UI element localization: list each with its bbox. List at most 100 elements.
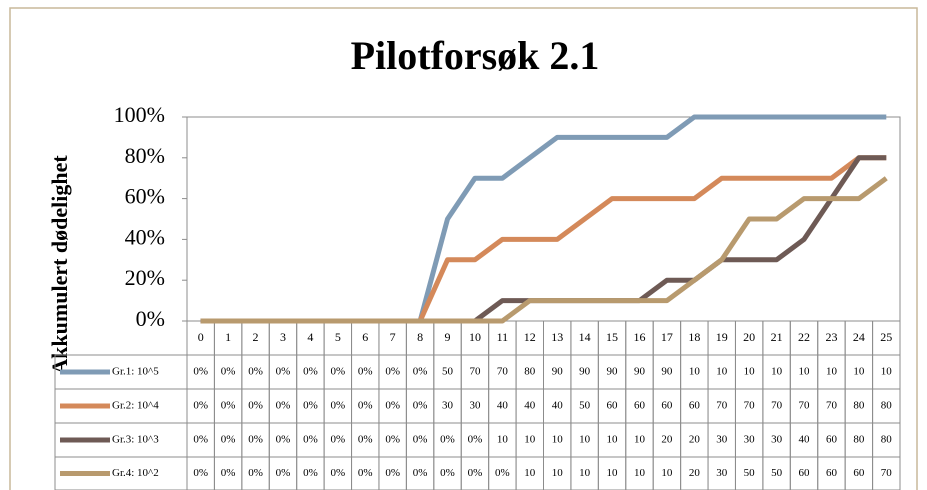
table-value: 0% (413, 434, 428, 446)
table-value: 30 (744, 434, 756, 446)
table-value: 70 (799, 400, 811, 412)
table-value: 0% (276, 400, 291, 412)
table-value: 0% (248, 467, 263, 479)
table-value: 0% (330, 467, 345, 479)
table-value: 0% (303, 467, 318, 479)
table-value: 0% (221, 366, 236, 378)
table-value: 20 (689, 467, 701, 479)
x-tick-label: 11 (497, 330, 509, 344)
table-value: 0% (221, 400, 236, 412)
x-tick-label: 25 (880, 330, 892, 344)
table-value: 80 (853, 434, 865, 446)
chart-title: Pilotforsøk 2.1 (351, 33, 600, 78)
x-tick-label: 15 (606, 330, 618, 344)
table-value: 0% (221, 467, 236, 479)
legend-label: Gr.3: 10^3 (112, 434, 159, 446)
table-value: 10 (607, 434, 619, 446)
series-line (200, 176, 888, 324)
table-value: 60 (689, 400, 701, 412)
x-tick-label: 4 (307, 330, 313, 344)
table-value: 0% (193, 366, 208, 378)
table-value: 10 (634, 467, 646, 479)
table-value: 80 (881, 434, 893, 446)
table-value: 10 (552, 434, 564, 446)
legend-label: Gr.2: 10^4 (112, 400, 159, 412)
table-value: 10 (799, 366, 811, 378)
table-value: 60 (607, 400, 619, 412)
x-tick-label: 1 (225, 330, 231, 344)
table-value: 0% (248, 434, 263, 446)
table-value: 0% (330, 434, 345, 446)
table-value: 60 (853, 467, 865, 479)
table-value: 70 (771, 400, 783, 412)
table-value: 20 (689, 434, 701, 446)
table-value: 0% (193, 434, 208, 446)
x-tick-label: 5 (335, 330, 341, 344)
table-value: 10 (689, 366, 701, 378)
x-tick-label: 18 (688, 330, 700, 344)
table-value: 40 (497, 400, 509, 412)
table-value: 0% (303, 400, 318, 412)
table-value: 80 (524, 366, 536, 378)
table-value: 80 (881, 400, 893, 412)
table-value: 0% (385, 434, 400, 446)
y-axis-label: Akkumulert dødelighet (47, 155, 72, 375)
x-tick-label: 0 (198, 330, 204, 344)
table-value: 0% (358, 366, 373, 378)
x-tick-label: 14 (579, 330, 591, 344)
x-tick-label: 20 (743, 330, 755, 344)
x-tick-label: 22 (798, 330, 810, 344)
chart-frame (9, 7, 918, 490)
table-value: 0% (358, 400, 373, 412)
x-tick-label: 19 (716, 330, 728, 344)
table-value: 50 (442, 366, 454, 378)
table-value: 0% (413, 366, 428, 378)
x-tick-label: 7 (390, 330, 396, 344)
table-value: 0% (358, 434, 373, 446)
table-value: 0% (385, 400, 400, 412)
table-value: 10 (634, 434, 646, 446)
table-value: 0% (468, 467, 483, 479)
table-value: 10 (524, 434, 536, 446)
table-value: 90 (661, 366, 673, 378)
table-value: 0% (440, 434, 455, 446)
table-value: 0% (248, 366, 263, 378)
x-tick-label: 8 (417, 330, 423, 344)
table-value: 50 (579, 400, 591, 412)
table-value: 0% (495, 467, 510, 479)
table-value: 10 (881, 366, 893, 378)
y-tick-label: 80% (125, 143, 165, 168)
table-value: 40 (524, 400, 536, 412)
table-value: 0% (413, 467, 428, 479)
table-value: 30 (442, 400, 454, 412)
table-value: 10 (579, 467, 591, 479)
table-value: 30 (469, 400, 481, 412)
table-value: 10 (771, 366, 783, 378)
table-value: 60 (634, 400, 646, 412)
table-value: 60 (826, 434, 838, 446)
table-value: 50 (744, 467, 756, 479)
table-value: 80 (853, 400, 865, 412)
table-value: 0% (468, 434, 483, 446)
table-value: 40 (799, 434, 811, 446)
table-value: 20 (661, 434, 673, 446)
x-tick-label: 6 (362, 330, 368, 344)
table-value: 70 (881, 467, 893, 479)
table-value: 10 (716, 366, 728, 378)
y-tick-label: 40% (125, 224, 165, 249)
table-value: 0% (276, 366, 291, 378)
x-tick-label: 10 (469, 330, 481, 344)
table-value: 10 (607, 467, 619, 479)
x-tick-label: 2 (253, 330, 259, 344)
table-value: 10 (853, 366, 865, 378)
y-tick-label: 60% (125, 184, 165, 209)
table-value: 70 (497, 366, 509, 378)
legend-label: Gr.4: 10^2 (112, 467, 159, 479)
x-tick-label: 23 (825, 330, 837, 344)
table-value: 10 (497, 434, 509, 446)
table-value: 0% (440, 467, 455, 479)
table-value: 90 (579, 366, 591, 378)
table-value: 60 (826, 467, 838, 479)
table-value: 60 (799, 467, 811, 479)
